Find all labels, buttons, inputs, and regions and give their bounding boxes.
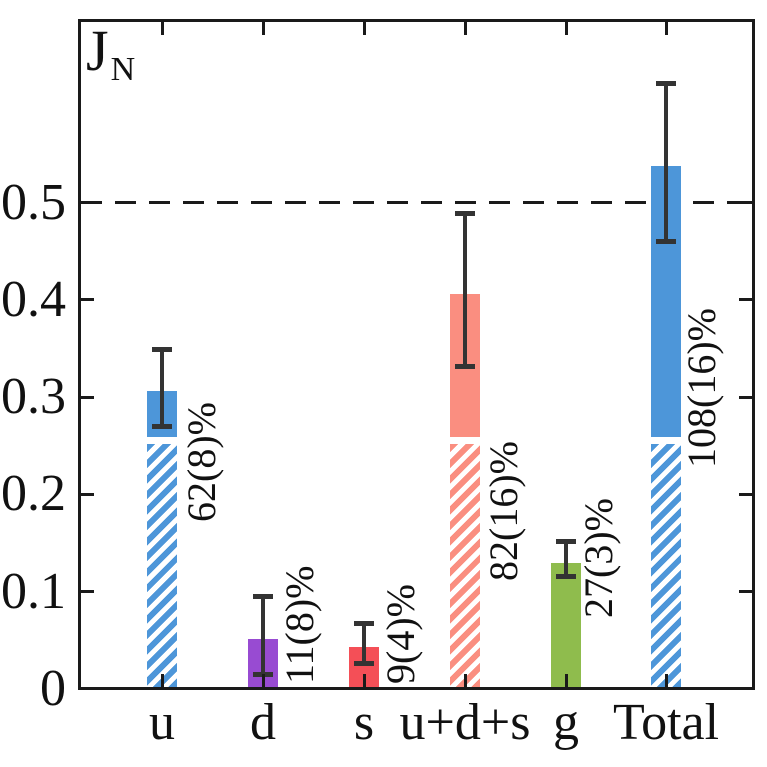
x-tick-bottom-u-d-s xyxy=(463,674,467,687)
error-cap-top-d xyxy=(253,594,273,600)
x-tick-top-g xyxy=(564,22,568,35)
y-tick-left-0.2 xyxy=(81,492,94,496)
y-tick-right-0.3 xyxy=(739,395,752,399)
y-tick-label-0.3: 0.3 xyxy=(1,368,66,426)
bar-g xyxy=(551,562,581,689)
y-tick-label-0.5: 0.5 xyxy=(1,173,66,231)
error-cap-top-s xyxy=(354,621,374,627)
error-cap-top-u xyxy=(152,346,172,352)
error-bar-u-d-s xyxy=(463,213,467,367)
y-tick-label-0: 0 xyxy=(40,660,66,717)
y-axis-title: JN xyxy=(86,22,135,89)
y-tick-left-0.5 xyxy=(81,201,94,204)
bar-label-d: 11(8)% xyxy=(277,565,322,684)
x-tick-label-u-d-s: u+d+s xyxy=(399,694,531,751)
error-bar-d xyxy=(261,596,265,675)
x-tick-top-u-d-s xyxy=(463,22,467,35)
x-tick-label-d: d xyxy=(250,694,276,751)
x-tick-label-g: g xyxy=(553,694,579,751)
y-tick-right-0.4 xyxy=(739,298,752,302)
x-tick-top-s xyxy=(362,22,366,35)
x-tick-bottom-s xyxy=(362,674,366,687)
error-cap-bottom-s xyxy=(354,661,374,667)
x-tick-bottom-total xyxy=(664,674,668,687)
error-bar-total xyxy=(664,83,668,242)
error-cap-bottom-u-d-s xyxy=(455,364,475,370)
y-tick-label-0.1: 0.1 xyxy=(1,562,66,620)
bar-label-g: 27(3)% xyxy=(576,498,621,618)
x-tick-label-s: s xyxy=(353,694,375,751)
x-tick-top-d xyxy=(261,22,265,35)
error-cap-bottom-g xyxy=(556,573,576,579)
error-cap-bottom-u xyxy=(152,423,172,429)
y-tick-label-0.2: 0.2 xyxy=(1,465,66,523)
y-tick-left-0.3 xyxy=(81,395,94,399)
error-bar-g xyxy=(564,541,568,577)
error-bar-u xyxy=(160,349,164,427)
y-tick-right-0.5 xyxy=(739,201,752,204)
bar-hatch-total xyxy=(651,443,681,689)
y-axis-title-subscript: N xyxy=(110,51,136,88)
error-cap-top-total xyxy=(656,81,676,87)
error-cap-top-u-d-s xyxy=(455,210,475,216)
y-axis-title-main: J xyxy=(86,18,109,83)
y-tick-left-0.1 xyxy=(81,590,94,594)
x-tick-bottom-d xyxy=(261,674,265,687)
error-cap-top-g xyxy=(556,538,576,544)
x-tick-bottom-u xyxy=(160,674,164,687)
reference-dashed-line xyxy=(81,201,752,204)
bar-label-total: 108(16)% xyxy=(679,308,724,468)
x-tick-label-u: u xyxy=(149,694,175,751)
x-tick-top-u xyxy=(160,22,164,35)
error-cap-bottom-total xyxy=(656,238,676,244)
bar-hatch-u xyxy=(147,443,177,689)
x-tick-label-total: Total xyxy=(612,694,720,751)
error-bar-s xyxy=(362,623,366,664)
bar-label-u-d-s: 82(16)% xyxy=(481,441,526,581)
x-tick-bottom-g xyxy=(564,674,568,687)
y-tick-label-0.4: 0.4 xyxy=(1,270,66,328)
x-tick-top-total xyxy=(664,22,668,35)
y-tick-right-0.2 xyxy=(739,492,752,496)
y-tick-right-0.1 xyxy=(739,590,752,594)
bar-label-u: 62(8)% xyxy=(179,402,224,522)
bar-label-s: 9(4)% xyxy=(378,584,423,684)
y-tick-left-0.4 xyxy=(81,298,94,302)
bar-hatch-u-d-s xyxy=(450,443,480,689)
